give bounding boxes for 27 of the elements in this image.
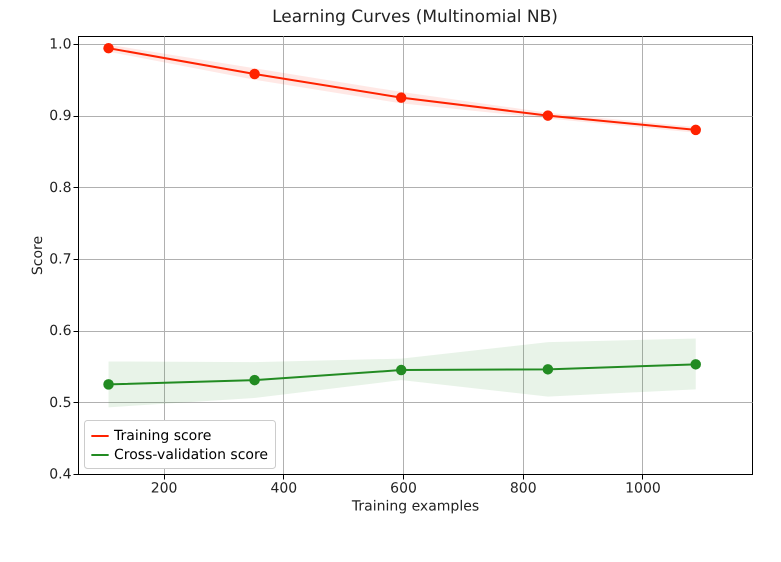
y-tick-label: 0.4: [49, 466, 72, 482]
point: [542, 364, 554, 375]
point: [103, 379, 114, 390]
y-tick-label: 0.7: [49, 251, 72, 268]
y-tick-label: 0.9: [49, 108, 72, 124]
point: [542, 110, 554, 121]
x-tick-label: 1000: [625, 480, 661, 496]
point: [249, 68, 260, 80]
y-tick-label: 0.5: [49, 394, 72, 411]
y-tick-label: 0.8: [49, 180, 72, 196]
legend-label: Cross-validation score: [114, 447, 268, 463]
point: [396, 364, 406, 376]
x-tick-label: 400: [270, 480, 298, 496]
x-axis-title: Training examples: [350, 498, 480, 514]
point: [103, 42, 114, 54]
point: [249, 374, 260, 386]
x-tick-label: 600: [390, 480, 417, 496]
y-tick-label: 1.0: [49, 36, 72, 52]
point: [690, 359, 701, 370]
x-tick-label: 800: [510, 480, 537, 496]
x-tick-label: 200: [150, 480, 178, 496]
y-axis-title: Score: [30, 236, 46, 276]
y-tick-label: 0.6: [49, 323, 72, 340]
point: [690, 124, 701, 136]
chart-title: Learning Curves (Multinomial NB): [272, 7, 558, 27]
legend-label: Training score: [113, 428, 212, 444]
point: [396, 92, 406, 103]
